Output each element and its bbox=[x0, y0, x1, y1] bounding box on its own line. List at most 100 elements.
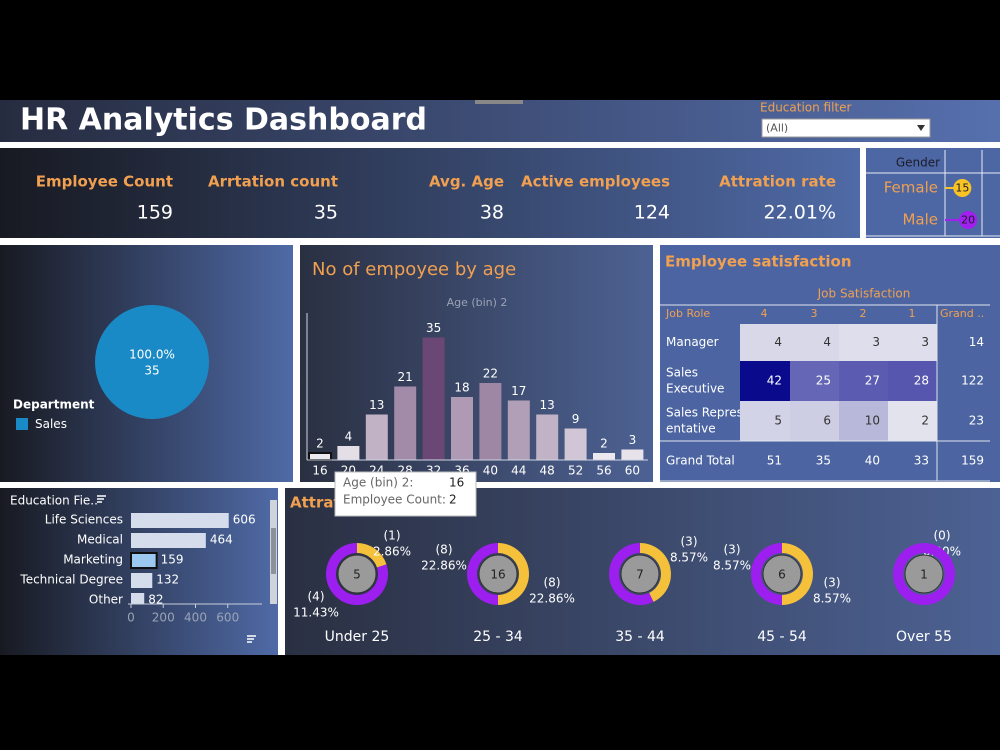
heat-cell bbox=[740, 361, 790, 401]
tooltip bbox=[334, 471, 477, 517]
bar-label: 2 bbox=[316, 437, 324, 451]
cell-value: 27 bbox=[865, 374, 880, 388]
category-label: Life Sciences bbox=[45, 513, 123, 527]
heat-cell bbox=[740, 401, 790, 441]
bar bbox=[394, 386, 417, 460]
heat-cell bbox=[888, 361, 937, 401]
kpi-label: Arrtation count bbox=[208, 173, 338, 191]
column-total: 51 bbox=[767, 454, 782, 468]
bar bbox=[131, 513, 229, 528]
donut-center bbox=[904, 554, 944, 594]
donut-total: 5 bbox=[353, 568, 361, 582]
bar-label: 606 bbox=[233, 513, 256, 527]
grand-total: 159 bbox=[961, 454, 984, 468]
heat-cell bbox=[790, 324, 839, 361]
segment-percent-label: 11.43% bbox=[293, 606, 339, 620]
x-tick-label: 16 bbox=[312, 464, 327, 478]
x-tick-label: 400 bbox=[184, 611, 207, 625]
bar-rows: Life Sciences 606 Medical 464 Marketing 159 Te… bbox=[19, 513, 256, 604]
row-label: entative bbox=[666, 422, 716, 436]
row-header: Job Role bbox=[665, 307, 710, 320]
bar bbox=[536, 414, 559, 460]
bar bbox=[479, 383, 502, 460]
kpi-panel bbox=[0, 148, 860, 238]
column-header: 3 bbox=[811, 307, 818, 320]
scrollbar-thumb[interactable] bbox=[271, 528, 276, 574]
bar bbox=[422, 337, 445, 460]
bar-label: 13 bbox=[540, 398, 555, 412]
filter-dropdown[interactable] bbox=[761, 118, 931, 138]
donut-segment bbox=[467, 543, 498, 605]
segment-count-label: (3) bbox=[724, 543, 741, 557]
heat-cell bbox=[888, 324, 937, 361]
gender-label: Male bbox=[902, 211, 938, 229]
donut-segment bbox=[751, 543, 782, 605]
cell-value: 10 bbox=[865, 414, 880, 428]
age-panel bbox=[300, 245, 653, 482]
column-title: Job Satisfaction bbox=[817, 287, 911, 301]
x-tick-label: 52 bbox=[568, 464, 583, 478]
chart-title: Employee satisfaction bbox=[665, 253, 852, 271]
lollipop-dot bbox=[953, 179, 972, 197]
tooltip-value: 16 bbox=[449, 476, 464, 490]
donut-total: 1 bbox=[920, 568, 928, 582]
bar bbox=[365, 414, 388, 460]
bar-label: 22 bbox=[483, 367, 498, 381]
donut-segment bbox=[893, 543, 955, 605]
bar bbox=[337, 446, 360, 460]
segment-count-label: (3) bbox=[681, 535, 698, 549]
donut-center bbox=[478, 554, 518, 594]
x-tick-label: 600 bbox=[216, 611, 239, 625]
chart-title: Attrat bbox=[290, 494, 341, 512]
cell-value: 2 bbox=[921, 414, 929, 428]
x-tick-label: 44 bbox=[511, 464, 526, 478]
bar-label: 3 bbox=[629, 433, 637, 447]
row-total: 23 bbox=[969, 414, 984, 428]
column-header: 2 bbox=[860, 307, 867, 320]
heat-cell bbox=[790, 401, 839, 441]
dropdown-arrow[interactable] bbox=[917, 125, 925, 131]
cell-value: 6 bbox=[823, 414, 831, 428]
kpi-label: Avg. Age bbox=[429, 173, 504, 191]
bar bbox=[130, 552, 158, 569]
segment-count-label: (4) bbox=[308, 590, 325, 604]
segment-count-label: (8) bbox=[436, 543, 453, 557]
bar bbox=[593, 453, 615, 460]
kpi-label: Active employees bbox=[521, 173, 670, 191]
group-label: 35 - 44 bbox=[615, 629, 665, 645]
heat-cell bbox=[740, 324, 790, 361]
donut-segment bbox=[782, 543, 813, 605]
segment-count-label: (0) bbox=[934, 529, 951, 543]
column-total: 33 bbox=[914, 454, 929, 468]
lollipop-dot bbox=[959, 211, 978, 229]
cell-value: 3 bbox=[921, 335, 929, 349]
bar-label: 21 bbox=[398, 370, 413, 384]
bar-label: 4 bbox=[345, 430, 353, 444]
filter-value[interactable]: (All) bbox=[766, 122, 788, 135]
bar-label: 2 bbox=[600, 437, 608, 451]
x-tick-label: 56 bbox=[596, 464, 611, 478]
x-axis-title: Age (bin) 2 bbox=[447, 296, 508, 309]
bar-label: 35 bbox=[426, 321, 441, 335]
bar bbox=[308, 452, 332, 461]
legend-label: Sales bbox=[35, 417, 67, 431]
row-label: Sales bbox=[666, 366, 698, 380]
row-total: 122 bbox=[961, 374, 984, 388]
cell-value: 5 bbox=[774, 414, 782, 428]
gender-value: 20 bbox=[961, 214, 975, 227]
kpi-value: 35 bbox=[314, 202, 338, 224]
sort-icon[interactable] bbox=[247, 635, 256, 643]
bar-label: 464 bbox=[210, 533, 233, 547]
donut-total: 7 bbox=[636, 568, 644, 582]
donut-segment bbox=[325, 543, 388, 605]
segment-percent-label: 8.57% bbox=[713, 559, 751, 573]
group-label: 45 - 54 bbox=[757, 629, 807, 645]
tooltip-value: 2 bbox=[449, 493, 457, 507]
x-tick-label: 0 bbox=[127, 611, 135, 625]
sort-icon[interactable] bbox=[97, 495, 106, 503]
kpi-value: 124 bbox=[634, 202, 670, 224]
segment-count-label: (3) bbox=[824, 576, 841, 590]
kpi-label: Employee Count bbox=[36, 173, 173, 191]
